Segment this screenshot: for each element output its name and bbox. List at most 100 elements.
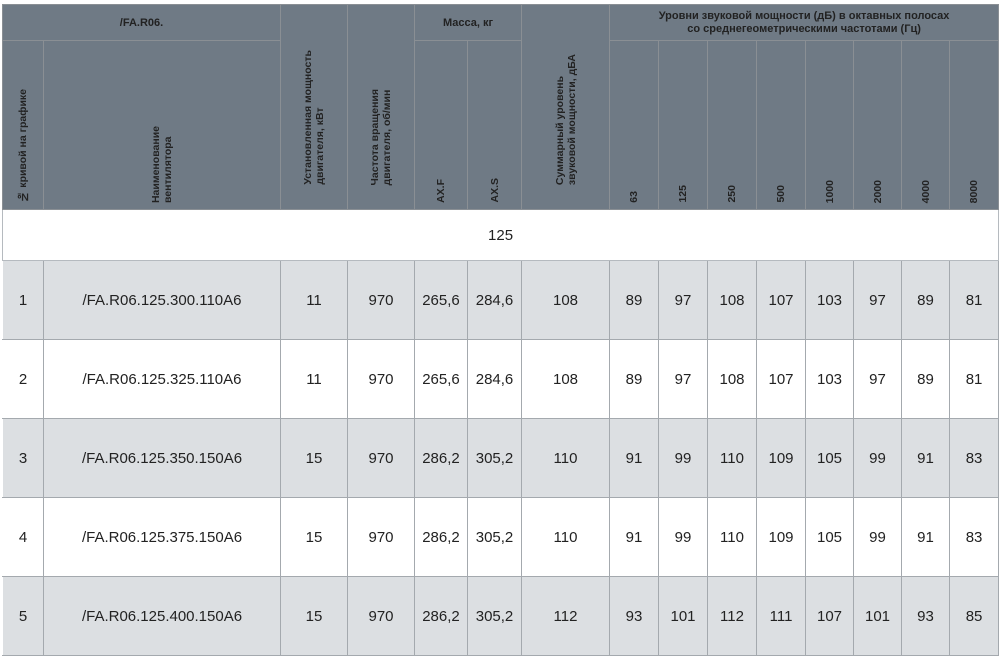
level-1000: 105 (805, 418, 855, 498)
mass-header: Масса, кг (413, 4, 523, 41)
mass-axf-value: 286,2 (414, 497, 468, 577)
axf-header: AX.F (414, 40, 468, 210)
level-500: 109 (756, 497, 807, 577)
freq-label-2000: 2000 (871, 179, 884, 203)
level-500: 111 (756, 576, 807, 656)
section-label: 125 (1, 209, 1000, 261)
level-125: 101 (658, 576, 709, 656)
level-1000: 103 (805, 260, 855, 340)
level-125: 97 (658, 339, 709, 419)
curve-number: 4 (2, 497, 44, 577)
level-4000: 89 (901, 260, 951, 340)
table-row: 4 /FA.R06.125.375.150A6 15 970 286,2 305… (2, 497, 1000, 577)
freq-label-500: 500 (775, 185, 788, 203)
level-2000: 97 (853, 260, 903, 340)
mass-axf-value: 265,6 (414, 339, 468, 419)
level-8000: 85 (949, 576, 1000, 656)
speed-header: Частота вращения двигателя, об/мин (347, 4, 415, 210)
mass-axf-value: 265,6 (414, 260, 468, 340)
level-500: 109 (756, 418, 807, 498)
curve-number-header-label: № кривой на графике (17, 89, 29, 203)
power-value: 15 (280, 418, 348, 498)
level-63: 93 (609, 576, 660, 656)
freq-header-4000: 4000 (901, 40, 951, 210)
level-250: 112 (707, 576, 758, 656)
freq-label-1000: 1000 (823, 179, 836, 203)
table-row: 1 /FA.R06.125.300.110A6 11 970 265,6 284… (2, 260, 1000, 340)
table-row: 3 /FA.R06.125.350.150A6 15 970 286,2 305… (2, 418, 1000, 498)
power-header-label: Установленная мощность двигателя, кВт (302, 50, 326, 185)
freq-header-250: 250 (707, 40, 758, 210)
power-value: 15 (280, 497, 348, 577)
level-63: 91 (609, 497, 660, 577)
mass-axf-value: 286,2 (414, 576, 468, 656)
speed-value: 970 (347, 418, 415, 498)
level-2000: 101 (853, 576, 903, 656)
mass-axs-value: 284,6 (466, 260, 523, 340)
level-4000: 91 (901, 497, 951, 577)
curve-number: 1 (2, 260, 44, 340)
speed-header-label: Частота вращения двигателя, об/мин (369, 88, 393, 185)
axs-header-label: AX.S (488, 178, 501, 203)
freq-header-125: 125 (658, 40, 709, 210)
freq-header-500: 500 (756, 40, 807, 210)
table-body: 125 1 /FA.R06.125.300.110A6 11 970 265,6… (1, 209, 1000, 656)
table-header: /FA.R06. Установленная мощность двигател… (2, 4, 1000, 210)
freq-label-250: 250 (726, 185, 739, 203)
total-sound-header-label: Суммарный уровень звуковой мощности, дБА (553, 53, 578, 185)
freq-header-8000: 8000 (949, 40, 1000, 210)
curve-number: 2 (2, 339, 44, 419)
total-sound-value: 108 (521, 260, 611, 340)
freq-header-2000: 2000 (853, 40, 903, 210)
level-8000: 81 (949, 260, 1000, 340)
mass-axs-value: 284,6 (466, 339, 523, 419)
fan-name: /FA.R06.125.325.110A6 (43, 339, 281, 419)
level-63: 89 (609, 260, 660, 340)
level-4000: 89 (901, 339, 951, 419)
level-1000: 103 (805, 339, 855, 419)
speed-value: 970 (347, 576, 415, 656)
fan-name: /FA.R06.125.375.150A6 (43, 497, 281, 577)
sound-levels-header: Уровни звуковой мощности (дБ) в октавных… (609, 4, 1000, 41)
table-row: 5 /FA.R06.125.400.150A6 15 970 286,2 305… (2, 576, 1000, 656)
speed-value: 970 (347, 497, 415, 577)
freq-header-1000: 1000 (805, 40, 855, 210)
level-125: 99 (658, 497, 709, 577)
axs-header: AX.S (466, 40, 523, 210)
fan-name: /FA.R06.125.400.150A6 (43, 576, 281, 656)
power-value: 15 (280, 576, 348, 656)
level-2000: 97 (853, 339, 903, 419)
fan-name-header-label: Наименование вентилятора (150, 125, 174, 203)
level-500: 107 (756, 339, 807, 419)
level-250: 110 (707, 497, 758, 577)
axf-header-label: AX.F (435, 179, 447, 203)
mass-axf-value: 286,2 (414, 418, 468, 498)
level-63: 89 (609, 339, 660, 419)
speed-value: 970 (347, 339, 415, 419)
mass-axs-value: 305,2 (466, 418, 523, 498)
level-125: 99 (658, 418, 709, 498)
level-8000: 81 (949, 339, 1000, 419)
total-sound-header: Суммарный уровень звуковой мощности, дБА (521, 4, 611, 210)
freq-label-63: 63 (628, 191, 641, 203)
series-header: /FA.R06. (2, 4, 281, 41)
total-sound-value: 112 (521, 576, 611, 656)
total-sound-value: 110 (521, 497, 611, 577)
freq-label-125: 125 (677, 185, 690, 203)
freq-label-8000: 8000 (968, 179, 981, 203)
mass-axs-value: 305,2 (466, 497, 523, 577)
power-value: 11 (280, 339, 348, 419)
total-sound-value: 110 (521, 418, 611, 498)
fan-name-header: Наименование вентилятора (43, 40, 281, 210)
level-250: 108 (707, 339, 758, 419)
level-1000: 107 (805, 576, 855, 656)
level-1000: 105 (805, 497, 855, 577)
level-500: 107 (756, 260, 807, 340)
freq-header-63: 63 (609, 40, 660, 210)
level-250: 108 (707, 260, 758, 340)
fan-name: /FA.R06.125.300.110A6 (43, 260, 281, 340)
level-2000: 99 (853, 497, 903, 577)
level-63: 91 (609, 418, 660, 498)
level-4000: 93 (901, 576, 951, 656)
